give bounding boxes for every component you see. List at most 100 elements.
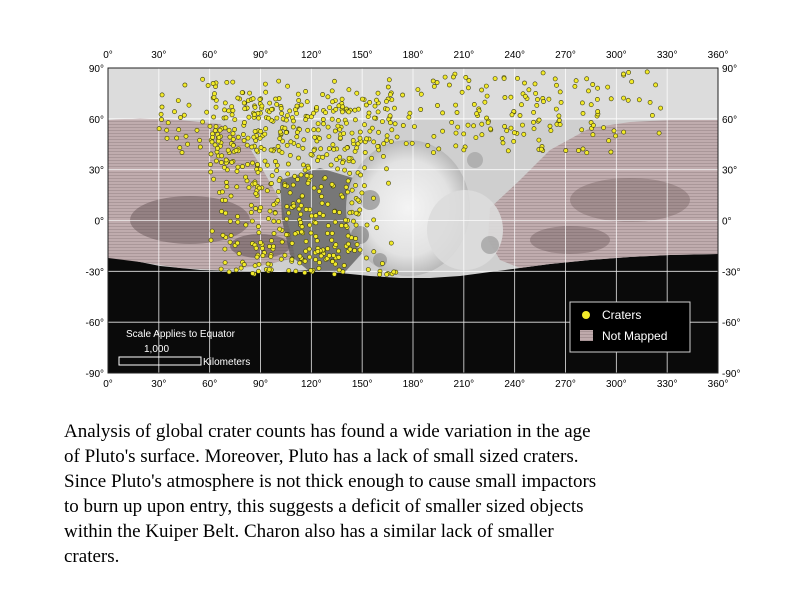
crater-marker [400, 92, 405, 98]
crater-marker [557, 89, 563, 95]
crater-marker [499, 136, 505, 141]
crater-marker [197, 137, 203, 143]
crater-marker [298, 203, 304, 208]
lat-tick-left: 60° [89, 115, 104, 126]
crater-marker [379, 119, 385, 124]
crater-marker [336, 248, 341, 254]
crater-marker [219, 153, 225, 159]
crater-marker [243, 174, 248, 180]
crater-marker [247, 90, 252, 96]
crater-marker [391, 269, 397, 275]
crater-marker [311, 127, 317, 133]
crater-marker [208, 151, 214, 157]
crater-marker [277, 226, 283, 232]
crater-marker [364, 136, 369, 142]
crater-marker [354, 145, 360, 151]
crater-marker [235, 164, 241, 170]
crater-marker [256, 230, 262, 235]
crater-marker [450, 74, 456, 80]
crater-marker [601, 125, 606, 131]
crater-marker [329, 237, 335, 243]
lon-tick-top: 270° [555, 50, 576, 61]
crater-marker [308, 152, 314, 157]
crater-marker [482, 99, 488, 105]
crater-marker [257, 135, 263, 141]
crater-marker [333, 107, 339, 112]
crater-marker [333, 242, 339, 248]
crater-marker [380, 154, 386, 159]
crater-marker [230, 108, 236, 113]
lon-tick-top: 210° [453, 50, 474, 61]
crater-marker [236, 251, 242, 256]
crater-marker [511, 139, 517, 144]
crater-marker [324, 152, 330, 158]
crater-marker [267, 208, 273, 214]
crater-marker [284, 143, 290, 148]
crater-marker [517, 113, 523, 118]
crater-marker [362, 165, 367, 171]
crater-marker [279, 150, 285, 155]
crater-marker [307, 222, 313, 228]
crater-marker [327, 105, 332, 110]
crater-marker [260, 253, 266, 258]
crater-marker [235, 213, 240, 219]
crater-marker [286, 210, 291, 216]
crater-marker [241, 100, 247, 106]
crater-marker [306, 246, 312, 252]
crater-marker [303, 117, 309, 122]
crater-marker [229, 159, 235, 165]
crater-marker [302, 270, 308, 276]
crater-marker [278, 106, 284, 111]
crater-marker [431, 150, 436, 155]
crater-marker [304, 99, 310, 105]
crater-marker [211, 176, 216, 182]
crater-marker [298, 172, 304, 178]
crater-marker [277, 129, 283, 135]
crater-marker [590, 132, 596, 138]
crater-marker [212, 142, 218, 148]
crater-marker [287, 108, 293, 114]
crater-marker [292, 231, 298, 237]
crater-marker [388, 139, 394, 144]
crater-marker [588, 102, 594, 108]
crater-marker [384, 106, 390, 112]
crater-marker [250, 96, 256, 102]
crater-marker [303, 248, 309, 254]
crater-marker [556, 117, 562, 123]
crater-marker [178, 115, 183, 120]
crater-marker [185, 141, 190, 147]
crater-marker [269, 180, 274, 186]
crater-marker [415, 87, 421, 92]
crater-marker [315, 127, 321, 133]
crater-marker [332, 78, 337, 84]
crater-marker [325, 201, 331, 207]
crater-marker [335, 166, 340, 172]
crater-marker [502, 124, 507, 129]
crater-marker [352, 117, 358, 123]
crater-marker [230, 79, 236, 85]
crater-marker [515, 76, 520, 81]
crater-marker [343, 120, 349, 126]
crater-marker [266, 115, 271, 121]
crater-marker [384, 133, 390, 139]
legend: Craters Not Mapped [569, 301, 691, 353]
crater-marker [299, 224, 305, 230]
crater-marker [508, 125, 514, 131]
crater-marker [303, 206, 309, 212]
crater-marker [287, 153, 293, 158]
crater-marker [332, 219, 338, 225]
crater-marker [241, 138, 247, 143]
crater-marker [275, 197, 281, 203]
crater-marker [337, 135, 343, 141]
crater-marker [200, 119, 205, 125]
crater-marker [340, 194, 345, 200]
crater-marker [219, 189, 225, 195]
crater-marker [355, 141, 361, 147]
crater-marker [479, 132, 485, 138]
crater-marker [317, 136, 322, 141]
crater-marker [374, 97, 379, 103]
crater-marker [336, 254, 342, 260]
crater-marker [536, 137, 542, 143]
crater-marker [226, 108, 232, 114]
crater-marker [621, 95, 626, 101]
